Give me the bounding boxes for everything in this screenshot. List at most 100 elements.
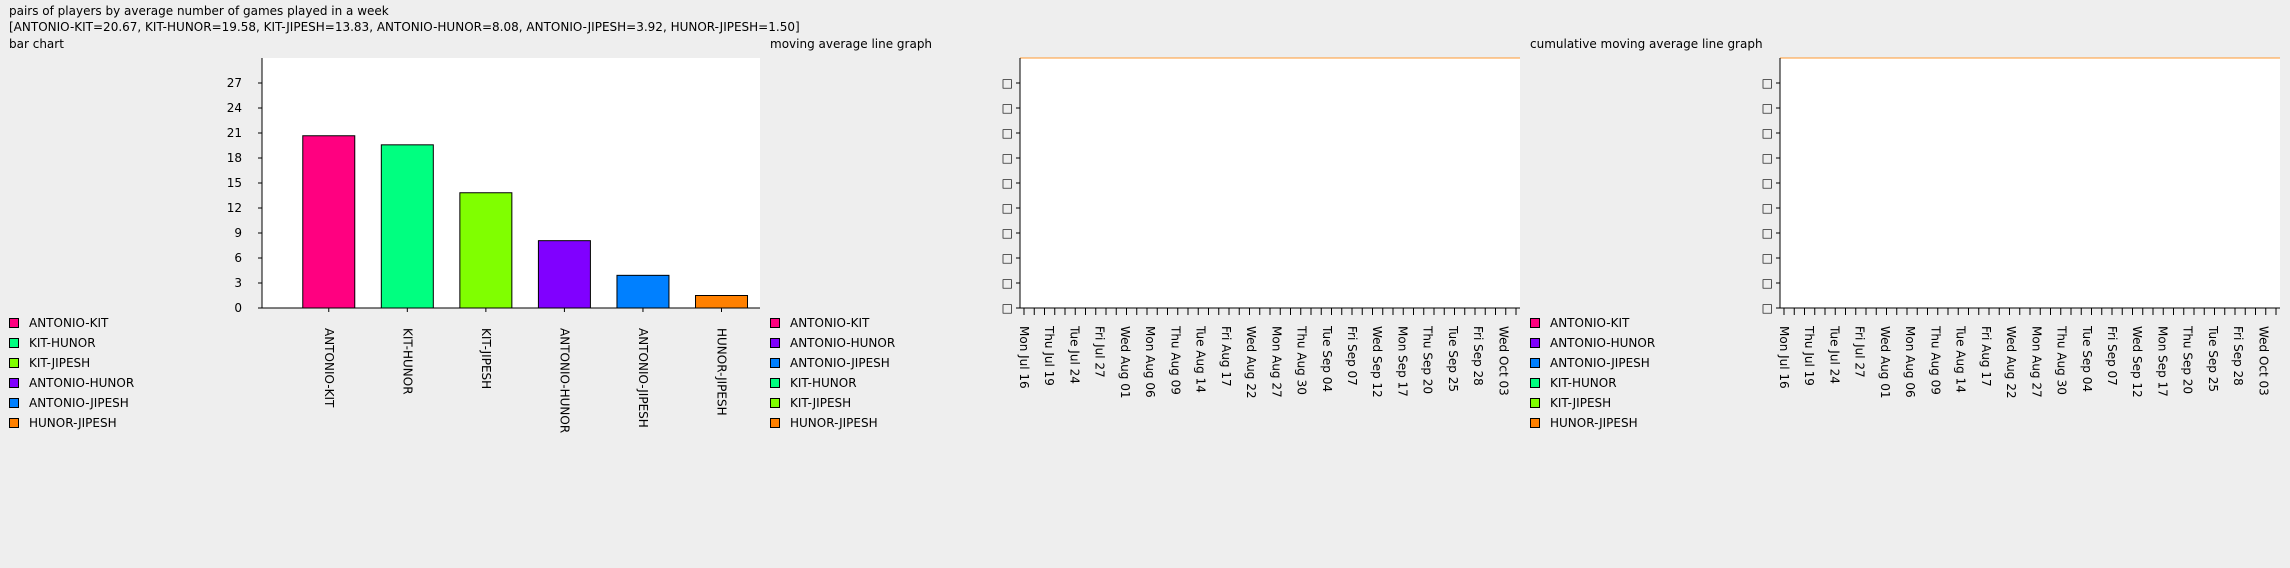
x-tick-label: Thu Sep 20: [1421, 325, 1435, 394]
x-tick-label: Mon Jul 16: [1017, 326, 1031, 389]
y-tick-label: □: [1002, 201, 1013, 215]
legend-swatch: [1530, 338, 1540, 348]
legend-label: ANTONIO-JIPESH: [1550, 356, 1650, 370]
legend-swatch: [9, 418, 19, 428]
legend-label: ANTONIO-HUNOR: [790, 336, 896, 350]
legend-label: KIT-JIPESH: [1550, 396, 1612, 410]
y-tick-label: □: [1762, 101, 1773, 115]
x-tick-label: Tue Aug 14: [1194, 325, 1208, 393]
y-tick-label: □: [1002, 126, 1013, 140]
y-tick-label: □: [1762, 126, 1773, 140]
x-tick-label: Fri Sep 28: [1471, 326, 1485, 386]
x-tick-label: Tue Sep 04: [2080, 325, 2094, 392]
y-tick-label: □: [1762, 151, 1773, 165]
legend-label: HUNOR-JIPESH: [1550, 416, 1638, 430]
x-tick-label: Fri Aug 17: [1979, 326, 1993, 387]
y-tick-label: □: [1002, 176, 1013, 190]
y-tick-label: □: [1762, 251, 1773, 265]
y-tick-label: □: [1002, 251, 1013, 265]
moving-average-chart: □ □ □ □ □ □ □ □ □ □ Mon Jul 16 Thu Jul 19 Tue Jul 24…: [1002, 57, 1520, 399]
bar: [459, 192, 513, 309]
y-tick-label: □: [1762, 276, 1773, 290]
legend-swatch: [9, 358, 19, 368]
y-tick-label: 3: [234, 276, 242, 290]
y-tick-label: 6: [234, 251, 242, 265]
legend-label: KIT-HUNOR: [1550, 376, 1617, 390]
x-tick-label: Wed Sep 12: [2130, 326, 2144, 398]
legend-label: ANTONIO-KIT: [29, 316, 109, 330]
x-tick-label: Tue Jul 24: [1067, 325, 1081, 384]
x-tick-label: Fri Sep 07: [1345, 326, 1359, 386]
legend-swatch: [9, 318, 19, 328]
x-tick-label: ANTONIO-HUNOR: [557, 328, 571, 433]
bar-chart: 0 3 6 9 12 15 18 21 24 27 ANTONIO-KIT KIT-HUNOR KIT-…: [227, 58, 760, 433]
y-tick-label: □: [1002, 151, 1013, 165]
x-tick-label: Fri Jul 27: [1853, 326, 1867, 378]
x-tick-label: Wed Aug 01: [1878, 326, 1892, 399]
y-tick-label: 12: [227, 201, 242, 215]
legend-swatch: [770, 358, 780, 368]
y-tick-label: □: [1002, 226, 1013, 240]
x-tick-label: KIT-HUNOR: [400, 328, 414, 395]
legend-label: HUNOR-JIPESH: [29, 416, 117, 430]
cumulative-average-chart: □ □ □ □ □ □ □ □ □ □ Mon Jul 16 Thu Jul 19 Tue Jul 24…: [1762, 57, 2280, 399]
legend-label: ANTONIO-KIT: [1550, 316, 1630, 330]
legend-label: KIT-JIPESH: [29, 356, 91, 370]
x-tick-label: Mon Sep 17: [1395, 326, 1409, 397]
bar: [302, 135, 356, 309]
y-tick-label: □: [1762, 201, 1773, 215]
x-tick-label: Thu Aug 09: [1168, 325, 1182, 395]
summary-text: [ANTONIO-KIT=20.67, KIT-HUNOR=19.58, KIT…: [9, 20, 800, 34]
legend-label: KIT-HUNOR: [790, 376, 857, 390]
legend-swatch: [1530, 418, 1540, 428]
x-tick-label: KIT-JIPESH: [479, 328, 493, 389]
x-tick-label: Thu Aug 30: [1295, 325, 1309, 395]
y-tick-label: 9: [234, 226, 242, 240]
x-tick-label: Wed Aug 22: [1244, 326, 1258, 399]
legend-swatch: [770, 378, 780, 388]
legend-swatch: [770, 318, 780, 328]
x-tick-label: Wed Sep 12: [1370, 326, 1384, 398]
legend-label: ANTONIO-HUNOR: [1550, 336, 1656, 350]
legend-label: HUNOR-JIPESH: [790, 416, 878, 430]
x-tick-label: HUNOR-JIPESH: [715, 328, 729, 416]
bar: [616, 274, 670, 309]
y-tick-label: □: [1002, 276, 1013, 290]
legend-label: ANTONIO-JIPESH: [790, 356, 890, 370]
x-tick-label: Fri Sep 28: [2231, 326, 2245, 386]
legend-label: ANTONIO-JIPESH: [29, 396, 129, 410]
y-tick-label: 15: [227, 176, 242, 190]
legend-swatch: [1530, 378, 1540, 388]
x-tick-label: Wed Aug 22: [2004, 326, 2018, 399]
y-tick-label: 24: [227, 101, 242, 115]
bar: [695, 295, 749, 309]
bar-chart-title: bar chart: [9, 37, 64, 51]
legend-swatch: [1530, 398, 1540, 408]
y-tick-label: □: [1002, 301, 1013, 315]
legend-swatch: [1530, 358, 1540, 368]
x-tick-label: Mon Aug 27: [2029, 326, 2043, 398]
x-tick-label: Thu Aug 30: [2055, 325, 2069, 395]
x-tick-label: Tue Sep 04: [1320, 325, 1334, 392]
x-tick-label: Thu Jul 19: [1042, 325, 1056, 386]
x-tick-label: Mon Aug 27: [1269, 326, 1283, 398]
legend-label: ANTONIO-HUNOR: [29, 376, 135, 390]
legend-label: ANTONIO-KIT: [790, 316, 870, 330]
x-tick-label: ANTONIO-JIPESH: [636, 328, 650, 428]
legend-swatch: [9, 398, 19, 408]
y-tick-label: □: [1002, 101, 1013, 115]
x-tick-label: Fri Aug 17: [1219, 326, 1233, 387]
x-tick-label: Thu Sep 20: [2181, 325, 2195, 394]
y-tick-label: 18: [227, 151, 242, 165]
x-tick-label: Mon Aug 06: [1143, 326, 1157, 398]
x-tick-label: Fri Sep 07: [2105, 326, 2119, 386]
moving-average-title: moving average line graph: [770, 37, 933, 51]
legend-swatch: [9, 378, 19, 388]
x-tick-label: ANTONIO-KIT: [322, 328, 336, 408]
x-tick-label: Fri Jul 27: [1093, 326, 1107, 378]
legend-swatch: [770, 338, 780, 348]
y-tick-label: □: [1762, 301, 1773, 315]
legend-swatch: [1530, 318, 1540, 328]
x-tick-label: Mon Sep 17: [2155, 326, 2169, 397]
x-tick-label: Wed Oct 03: [1496, 326, 1510, 396]
